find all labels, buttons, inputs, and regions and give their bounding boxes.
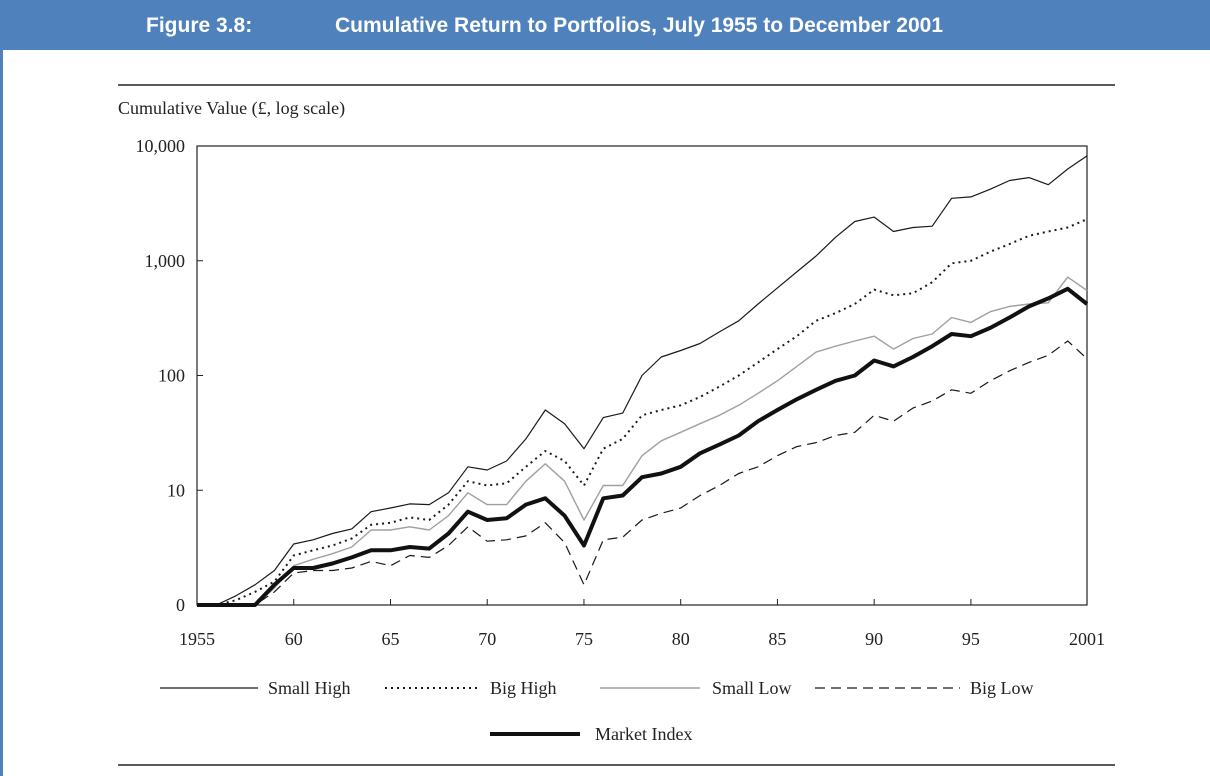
x-tick-label: 95 — [962, 629, 980, 649]
y-tick-label: 10,000 — [136, 136, 186, 156]
legend-label: Small High — [268, 678, 351, 698]
figure-label: Figure 3.8: — [146, 14, 252, 37]
series-line — [197, 218, 1088, 606]
y-tick-label: 1,000 — [145, 251, 186, 271]
x-tick-label: 1955 — [179, 629, 215, 649]
series-line — [197, 286, 1089, 607]
x-tick-label: 65 — [381, 629, 399, 649]
series-line — [197, 340, 1088, 606]
x-tick-label: 2001 — [1069, 629, 1105, 649]
x-tick-label: 80 — [672, 629, 690, 649]
series-line — [197, 155, 1088, 606]
y-axis-label: Cumulative Value (£, log scale) — [118, 98, 345, 119]
y-tick-label: 10 — [167, 480, 185, 500]
legend-label: Big High — [490, 678, 557, 698]
y-tick-label: 100 — [158, 366, 185, 386]
legend-label: Big Low — [970, 678, 1034, 698]
legend-label: Market Index — [595, 724, 692, 744]
x-tick-label: 60 — [285, 629, 303, 649]
header-bar — [0, 0, 1210, 50]
y-tick-label: 0 — [176, 595, 185, 615]
x-tick-label: 90 — [865, 629, 883, 649]
x-tick-label: 85 — [768, 629, 786, 649]
legend-label: Small Low — [712, 678, 792, 698]
series-line — [197, 276, 1088, 606]
x-tick-label: 70 — [478, 629, 496, 649]
x-tick-label: 75 — [575, 629, 593, 649]
figure-title: Cumulative Return to Portfolios, July 19… — [335, 14, 943, 37]
